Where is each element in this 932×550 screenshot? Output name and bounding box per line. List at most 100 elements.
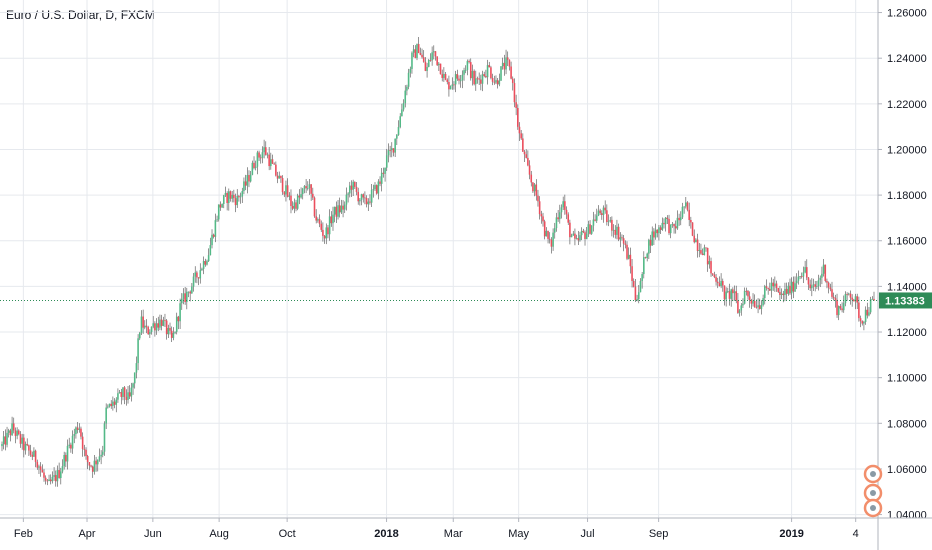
- candle-down: [313, 197, 316, 217]
- candle-down: [322, 229, 324, 236]
- candle-down: [485, 75, 487, 78]
- candle-down: [476, 78, 479, 80]
- candle-up: [555, 217, 558, 229]
- candle-down: [81, 436, 84, 449]
- candle-up: [679, 217, 682, 221]
- candle-up: [175, 316, 178, 332]
- candle-up: [137, 338, 139, 364]
- candle-down: [632, 280, 635, 287]
- candle-down: [705, 247, 707, 249]
- price-axis[interactable]: 1.26000 1.24000 1.22000 1.20000 1.18000 1.160…: [877, 0, 927, 550]
- candle-up: [243, 181, 245, 192]
- candle-down: [834, 297, 837, 300]
- candle-down: [355, 186, 358, 192]
- candle-down: [656, 229, 659, 234]
- candle-up: [816, 285, 818, 287]
- candle-down: [12, 423, 15, 431]
- candle-down: [28, 445, 30, 451]
- candle-down: [434, 51, 437, 57]
- candle-up: [572, 233, 575, 236]
- candle-up: [380, 172, 383, 184]
- candle-down: [606, 210, 608, 223]
- candle-up: [149, 332, 151, 335]
- candle-down: [792, 281, 795, 292]
- candle-down: [493, 81, 496, 83]
- candle-up: [498, 80, 501, 85]
- candle-up: [431, 52, 433, 61]
- candle-up: [337, 205, 339, 217]
- candle-up: [733, 291, 736, 294]
- candle-up: [78, 428, 81, 430]
- candle-down: [196, 272, 198, 278]
- candle-down: [379, 181, 381, 184]
- candle-down: [36, 461, 39, 468]
- side-icons[interactable]: [863, 464, 883, 518]
- candle-down: [836, 299, 838, 316]
- candle-up: [56, 470, 59, 482]
- candle-down: [782, 293, 785, 295]
- candle-up: [118, 392, 121, 394]
- candle-up: [117, 393, 119, 400]
- candle-down: [70, 444, 72, 449]
- candle-up: [397, 126, 400, 135]
- flag-icon[interactable]: [863, 498, 883, 518]
- candle-down: [856, 296, 858, 303]
- candle-down: [584, 232, 586, 239]
- y-tick-label: 1.22000: [887, 99, 927, 111]
- candle-down: [750, 300, 753, 304]
- x-tick-label: Feb: [14, 528, 33, 540]
- candle-up: [48, 479, 50, 481]
- candle-up: [191, 286, 193, 294]
- candle-down: [622, 238, 625, 244]
- x-tick-label: Sep: [649, 528, 669, 540]
- candle-up: [790, 281, 793, 294]
- candle-down: [723, 285, 726, 300]
- candle-up: [570, 235, 573, 238]
- candle-down: [696, 239, 699, 251]
- candle-up: [760, 304, 763, 309]
- candle-down: [686, 202, 689, 210]
- candle-down: [826, 280, 828, 283]
- candle-up: [296, 195, 299, 209]
- candle-down: [659, 227, 662, 230]
- candle-up: [127, 392, 129, 400]
- event-marker-icon[interactable]: [863, 483, 883, 503]
- candle-down: [547, 230, 549, 239]
- candle-down: [777, 287, 780, 292]
- candle-down: [841, 308, 843, 311]
- candle-up: [426, 66, 428, 71]
- candle-down: [543, 221, 546, 237]
- candle-up: [802, 272, 805, 277]
- candle-down: [535, 184, 538, 196]
- candle-up: [812, 284, 815, 286]
- candle-down: [295, 202, 297, 209]
- candle-up: [427, 60, 430, 67]
- candle-down: [755, 307, 758, 308]
- candle-up: [695, 239, 697, 243]
- candle-up: [501, 62, 504, 67]
- candle-down: [276, 175, 279, 179]
- candle-up: [725, 291, 727, 300]
- candle-up: [317, 219, 319, 221]
- candle-down: [19, 434, 22, 444]
- event-marker-icon[interactable]: [863, 464, 883, 484]
- candle-down: [414, 49, 417, 58]
- time-axis[interactable]: Feb Apr Jun Aug Oct 2018 Mar May Jul Sep 2019 4: [0, 517, 932, 540]
- candle-down: [110, 403, 113, 406]
- candle-up: [340, 205, 343, 213]
- y-tick-label: 1.14000: [887, 281, 927, 293]
- candle-down: [765, 286, 768, 288]
- candle-up: [742, 303, 744, 306]
- candle-up: [685, 202, 687, 207]
- candle-up: [597, 210, 600, 216]
- candle-down: [758, 305, 761, 309]
- candle-up: [374, 185, 376, 190]
- candle-down: [634, 286, 637, 301]
- candle-down: [589, 224, 591, 234]
- candle-up: [871, 298, 874, 300]
- candle-up: [481, 74, 484, 84]
- candle-down: [184, 293, 186, 303]
- candle-down: [678, 217, 680, 221]
- candle-up: [186, 291, 188, 303]
